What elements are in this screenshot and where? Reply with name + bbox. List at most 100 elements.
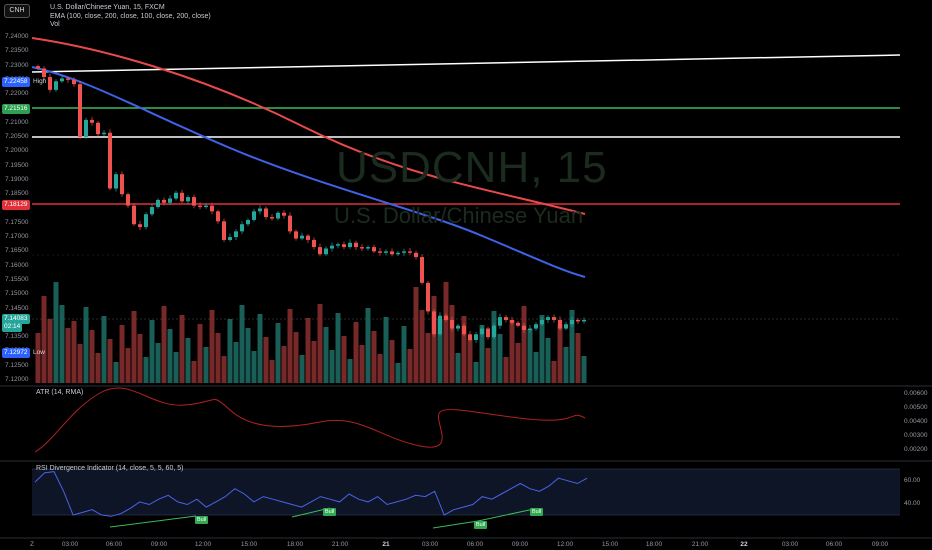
candle-body [42, 68, 46, 78]
volume-bar [155, 343, 161, 383]
chart-title[interactable]: U.S. Dollar/Chinese Yuan, 15, FXCM [50, 4, 165, 11]
candle-body [474, 334, 478, 340]
candle-body [510, 319, 514, 323]
volume-bar [41, 296, 47, 383]
volume-bar [53, 282, 59, 383]
candle-body [546, 317, 550, 320]
candle-body [90, 119, 94, 123]
volume-bar [551, 361, 557, 383]
volume-bar [395, 363, 401, 383]
price-axis-label: 7.15000 [5, 290, 29, 298]
price-axis-label: 7.12500 [5, 361, 29, 369]
current-price-tag: 7.14083 [2, 314, 30, 324]
volume-bar [449, 305, 455, 383]
time-axis-label: 18:00 [645, 541, 663, 548]
candle-body [240, 224, 244, 232]
candle-body [426, 282, 430, 312]
candle-body [522, 325, 526, 330]
candle-body [204, 205, 208, 208]
volume-bar [65, 328, 71, 383]
volume-bar [377, 354, 383, 383]
symbol-badge[interactable]: CNH [4, 4, 30, 18]
candle-body [276, 212, 280, 219]
ema-legend[interactable]: EMA (100, close, 200, close, 100, close,… [50, 13, 211, 20]
price-axis-label: 7.19000 [5, 175, 29, 183]
grid [0, 254, 932, 539]
volume-bar [113, 362, 119, 383]
atr-title[interactable]: ATR (14, RMA) [36, 389, 84, 396]
volume-bar [431, 296, 437, 383]
volume-bar [317, 304, 323, 383]
volume-bar [119, 325, 125, 383]
candle-body [390, 251, 394, 255]
candle-body [462, 325, 466, 335]
vol-legend[interactable]: Vol [50, 21, 60, 28]
candle-body [246, 219, 250, 225]
volume-bar [503, 357, 509, 383]
time-axis-label: 21:00 [691, 541, 709, 548]
time-axis-label: 15:00 [240, 541, 258, 548]
candle-body [414, 252, 418, 258]
bull-tag-4: Bull [530, 508, 544, 516]
volume-bar [407, 349, 413, 383]
candle-body [468, 334, 472, 340]
volume-bar [167, 329, 173, 383]
candle-body [438, 315, 442, 335]
price-axis-label: 7.19500 [5, 161, 29, 169]
candle-body [216, 211, 220, 222]
candle-body [444, 315, 448, 320]
volume-bar [419, 310, 425, 383]
candle-body [408, 251, 412, 253]
candle-body [138, 224, 142, 228]
volume-bar [269, 360, 275, 383]
atr-axis-2: 0.00400 [904, 418, 928, 425]
candle-body [210, 205, 214, 212]
bull-tag-1: Bull [195, 516, 209, 524]
atr-axis-1: 0.00500 [904, 404, 928, 411]
time-axis-label: Z [30, 541, 34, 548]
volume-bar [107, 339, 113, 383]
candle-body [366, 247, 370, 249]
time-axis-label: 09:00 [150, 541, 168, 548]
volume-bar [509, 320, 515, 383]
time-axis-label: 09:00 [871, 541, 889, 548]
volume-bar [197, 324, 203, 383]
volume-bar [491, 311, 497, 383]
rsi-axis-40: 40.00 [904, 500, 921, 507]
price-axis-label: 7.15500 [5, 275, 29, 283]
volume-bar [293, 332, 299, 383]
candle-body [168, 198, 172, 203]
volume-bar [425, 333, 431, 383]
volume-bar [35, 333, 41, 383]
candle-body [150, 207, 154, 215]
volume-bar [545, 338, 551, 383]
candle-body [144, 214, 148, 228]
candle-body [372, 247, 376, 252]
candle-body [180, 192, 184, 202]
volume-bar [161, 306, 167, 383]
bull-divergence-line [109, 515, 197, 528]
ema-slow-line [31, 37, 586, 215]
volume-bar [371, 331, 377, 383]
volume-bar [455, 353, 461, 383]
time-axis-label: 06:00 [466, 541, 484, 548]
rsi-title[interactable]: RSI Divergence Indicator (14, close, 5, … [36, 465, 184, 472]
candle-body [198, 205, 202, 208]
bull-tag-2: Bull [323, 508, 337, 516]
atr-axis-4: 0.00200 [904, 446, 928, 453]
candle-body [186, 197, 190, 202]
price-axis-label: 7.23500 [5, 47, 29, 55]
volume-bar [341, 336, 347, 383]
candle-body [72, 79, 76, 85]
time-axis-label: 06:00 [825, 541, 843, 548]
ema-fast-line [31, 66, 586, 278]
candle-body [282, 212, 286, 216]
volume-bar [563, 347, 569, 383]
candle-body [258, 208, 262, 212]
candle-body [306, 235, 310, 240]
volume-bar [191, 361, 197, 383]
candle-body [324, 248, 328, 255]
candle-body [384, 251, 388, 253]
red-line-tag: 7.18129 [2, 200, 30, 210]
